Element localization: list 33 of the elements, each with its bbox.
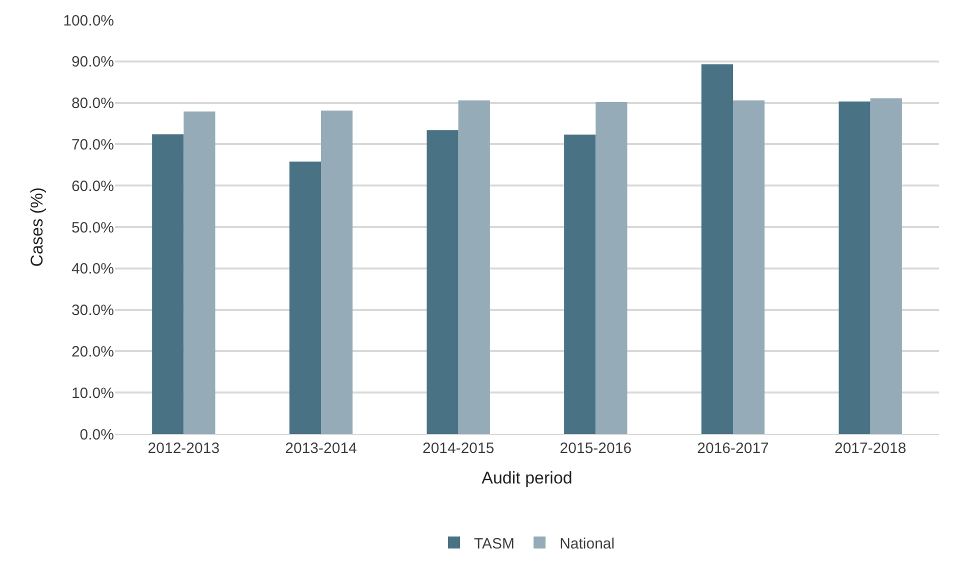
y-axis-title: Cases (%) <box>28 187 47 267</box>
y-tick-label: 100.0% <box>63 12 114 30</box>
x-tick-label: 2015-2016 <box>560 440 632 457</box>
bar <box>152 134 184 434</box>
bar <box>870 98 902 434</box>
y-tick-label: 10.0% <box>71 384 114 402</box>
bar <box>289 162 321 434</box>
bar <box>321 110 353 434</box>
legend-label: TASM <box>474 535 515 552</box>
x-tick-label: 2016-2017 <box>697 440 769 457</box>
bar <box>701 64 733 434</box>
bar <box>596 102 628 434</box>
bar <box>426 130 458 434</box>
x-tick-label: 2017-2018 <box>834 440 906 457</box>
x-tick-label: 2013-2014 <box>285 440 357 457</box>
y-tick-label: 40.0% <box>71 260 114 278</box>
x-axis-title: Audit period <box>482 468 572 488</box>
x-tick-label: 2012-2013 <box>148 440 220 457</box>
y-tick-label: 20.0% <box>71 343 114 360</box>
y-tick-label: 30.0% <box>71 302 114 320</box>
bar <box>564 134 596 434</box>
bar <box>458 100 490 434</box>
y-tick-label: 90.0% <box>71 54 114 71</box>
legend-label: National <box>560 535 615 552</box>
y-tick-label: 0.0% <box>80 426 114 444</box>
y-tick-label: 70.0% <box>71 136 114 154</box>
y-tick-label: 50.0% <box>71 219 114 236</box>
y-tick-label: 80.0% <box>71 95 114 112</box>
bar <box>838 102 870 434</box>
bar <box>733 100 765 434</box>
x-tick-label: 2014-2015 <box>422 440 494 457</box>
y-tick-label: 60.0% <box>71 178 114 195</box>
bar <box>184 111 216 434</box>
